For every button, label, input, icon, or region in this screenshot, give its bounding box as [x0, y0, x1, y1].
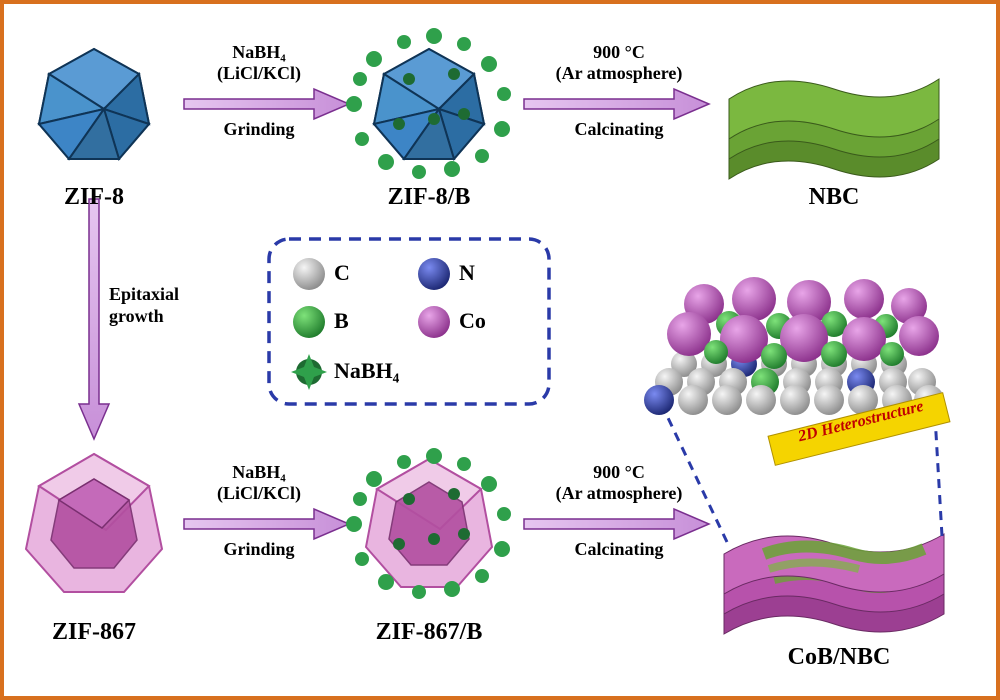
zif8-poly [39, 49, 149, 159]
arrow-bot-2 [524, 509, 709, 539]
legend-nabh4-icon [291, 354, 327, 390]
legend-co: Co [459, 308, 509, 334]
arrow-bot1-text: NaBH₄ (LiCl/KCl) [189, 462, 329, 503]
label-zif8: ZIF-8 [34, 184, 154, 211]
atom-cluster [644, 277, 944, 415]
diagram-frame: ZIF-8 ZIF-8/B NBC ZIF-867 ZIF-867/B CoB/… [0, 0, 1000, 700]
label-zif867: ZIF-867 [34, 619, 154, 646]
arrow-top-1 [184, 89, 349, 119]
arrow-vert-text: Epitaxial growth [109, 284, 199, 327]
label-nbc: NBC [774, 184, 894, 211]
t: (LiCl/KCl) [217, 63, 301, 83]
diagram-svg [4, 4, 996, 696]
legend-n: N [459, 260, 499, 286]
arrow-bot2-text: 900 °C (Ar atmosphere) [534, 462, 704, 503]
arrow-top-2 [524, 89, 709, 119]
t: (Ar atmosphere) [556, 63, 683, 83]
arrow-top2-bot: Calcinating [534, 119, 704, 140]
legend-n-icon [418, 258, 450, 290]
label-zif867b: ZIF-867/B [354, 619, 504, 646]
arrow-top2-text: 900 °C (Ar atmosphere) [534, 42, 704, 83]
zif867-poly [26, 454, 162, 592]
legend-c-icon [293, 258, 325, 290]
legend-c: C [334, 260, 374, 286]
zif8b-poly [374, 49, 484, 159]
arrow-bot1-bot: Grinding [189, 539, 329, 560]
legend-b: B [334, 308, 374, 334]
zif867b-poly [366, 459, 492, 587]
t: (LiCl/KCl) [217, 483, 301, 503]
label-cobnbc: CoB/NBC [764, 644, 914, 671]
legend-nabh4: NaBH₄ [334, 358, 434, 384]
t: (Ar atmosphere) [556, 483, 683, 503]
legend-co-icon [418, 306, 450, 338]
arrow-bot-1 [184, 509, 349, 539]
arrow-vert [79, 199, 109, 439]
legend-b-icon [293, 306, 325, 338]
cobnbc-sheets [724, 534, 944, 634]
arrow-top1-text: NaBH₄ (LiCl/KCl) [189, 42, 329, 83]
t: NaBH₄ [232, 42, 285, 62]
arrow-bot2-bot: Calcinating [534, 539, 704, 560]
t: NaBH₄ [232, 462, 285, 482]
nbc-sheets [729, 79, 939, 179]
t: 900 °C [593, 42, 645, 62]
arrow-top1-bot: Grinding [189, 119, 329, 140]
t: 900 °C [593, 462, 645, 482]
label-zif8b: ZIF-8/B [364, 184, 494, 211]
